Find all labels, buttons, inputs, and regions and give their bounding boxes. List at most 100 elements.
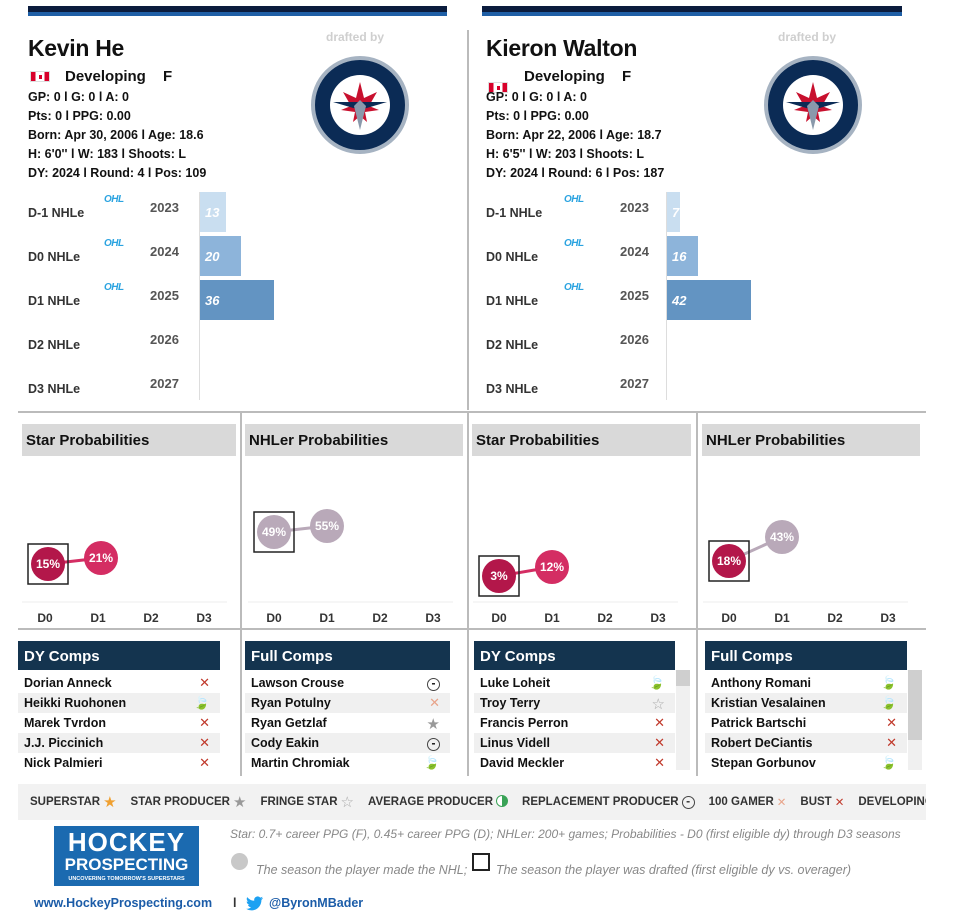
- full-comps-title: Full Comps: [245, 641, 450, 670]
- full-comps-table: Full Comps Anthony Romani 🍃 Kristian Vesal…: [705, 641, 907, 773]
- footer-note: The season the player was drafted (first…: [496, 863, 852, 877]
- bust-icon: ✕: [199, 755, 210, 770]
- star-producer-icon: ★: [426, 716, 440, 733]
- player-stats: GP: 0 l G: 0 l A: 0 Pts: 0 l PPG: 0.00 B…: [28, 88, 206, 183]
- nhle-row-year: 2026: [150, 332, 179, 347]
- divider: [467, 30, 469, 410]
- header-bar-left: [28, 6, 447, 16]
- divider: [18, 411, 926, 413]
- nhle-row-year: 2023: [620, 200, 649, 215]
- nhle-row-year: 2027: [620, 376, 649, 391]
- season-label: D2: [597, 611, 613, 625]
- comp-name: Francis Perron: [480, 716, 569, 730]
- stat-line: H: 6'5'' l W: 203 l Shoots: L: [486, 147, 645, 161]
- nhle-value: 20: [205, 248, 220, 264]
- draft-season-icon: [472, 853, 490, 871]
- website-link[interactable]: www.HockeyProspecting.com: [34, 896, 213, 910]
- nhle-bar: 13: [199, 192, 227, 232]
- comp-row[interactable]: Heikki Ruohonen 🍃: [18, 693, 220, 713]
- legend-item: AVERAGE PRODUCER: [368, 794, 509, 810]
- comp-row[interactable]: Francis Perron ✕: [474, 713, 675, 733]
- probability-label: 3%: [490, 569, 508, 583]
- comp-row[interactable]: Martin Chromiak 🍃: [245, 753, 450, 773]
- nhle-row-label: D3 NHLe: [486, 382, 539, 396]
- comp-row[interactable]: Ryan Getzlaf ★: [245, 713, 450, 733]
- nhl-season-icon: [231, 853, 248, 870]
- probability-label: 15%: [36, 557, 60, 571]
- nhle-row-year: 2025: [150, 288, 179, 303]
- comp-row[interactable]: Patrick Bartschi ✕: [705, 713, 907, 733]
- comp-row[interactable]: Lawson Crouse -: [245, 673, 450, 693]
- scrollbar[interactable]: [676, 670, 690, 770]
- axis-line: [666, 192, 667, 400]
- comp-row[interactable]: Troy Terry ☆: [474, 693, 675, 713]
- nhle-row-label: D2 NHLe: [28, 338, 81, 352]
- legend-label: SUPERSTAR: [30, 796, 101, 808]
- comp-name: Troy Terry: [480, 696, 541, 710]
- comp-row[interactable]: Kristian Vesalainen 🍃: [705, 693, 907, 713]
- stat-line: Pts: 0 l PPG: 0.00: [28, 109, 131, 123]
- bust-icon: ✕: [886, 735, 897, 750]
- comp-name: Nick Palmieri: [24, 756, 103, 770]
- comp-name: Ryan Getzlaf: [251, 716, 327, 730]
- ohl-league-icon: OHL: [104, 194, 124, 205]
- player-name: Kieron Walton: [486, 35, 638, 61]
- comp-row[interactable]: Linus Videll ✕: [474, 733, 675, 753]
- season-label: D3: [880, 611, 896, 625]
- draft-season-marker: [253, 511, 295, 553]
- developing-icon: 🍃: [193, 695, 210, 710]
- comp-name: Robert DeCiantis: [711, 736, 813, 750]
- player-status: Developing: [524, 68, 605, 85]
- average-producer-icon: [496, 794, 509, 810]
- probability-charts: 15% 21% D0 D1 D2 D3 49% 55% D0 D1 D2 D3 3% 12% D0 D1 D2 D…: [22, 509, 908, 625]
- stat-line: Born: Apr 30, 2006 l Age: 18.6: [28, 128, 204, 142]
- nhle-row-label: D-1 NHLe: [486, 206, 543, 220]
- stat-line: DY: 2024 l Round: 4 l Pos: 109: [28, 166, 207, 180]
- legend-label: REPLACEMENT PRODUCER: [522, 796, 679, 808]
- nhle-row-label: D1 NHLe: [486, 294, 539, 308]
- 100-gamer-icon: ✕: [429, 695, 440, 710]
- comp-row[interactable]: Luke Loheit 🍃: [474, 673, 675, 693]
- comp-row[interactable]: Dorian Anneck ✕: [18, 673, 220, 693]
- comp-name: Martin Chromiak: [251, 756, 350, 770]
- divider: [18, 628, 926, 630]
- stat-line: GP: 0 l G: 0 l A: 0: [28, 90, 129, 104]
- comp-row[interactable]: Marek Tvrdon ✕: [18, 713, 220, 733]
- comp-row[interactable]: Nick Palmieri ✕: [18, 753, 220, 773]
- nhle-row-year: 2027: [150, 376, 179, 391]
- nhle-row-label: D2 NHLe: [486, 338, 539, 352]
- footer-note: Star: 0.7+ career PPG (F), 0.45+ career …: [230, 827, 901, 841]
- comp-row[interactable]: David Meckler ✕: [474, 753, 675, 773]
- canada-flag-icon: [488, 82, 508, 93]
- scrollbar[interactable]: [908, 670, 922, 770]
- comp-name: Heikki Ruohonen: [24, 696, 127, 710]
- developing-icon: 🍃: [880, 755, 897, 770]
- comp-row[interactable]: Ryan Potulny ✕: [245, 693, 450, 713]
- full-comps-title: Full Comps: [705, 641, 907, 670]
- bust-icon: ✕: [654, 755, 665, 770]
- bust-icon: ✕: [654, 735, 665, 750]
- dy-comps-table: DY Comps Luke Loheit 🍃 Troy Terry ☆ Francis …: [474, 641, 675, 773]
- comp-row[interactable]: Robert DeCiantis ✕: [705, 733, 907, 753]
- probability-point: [84, 541, 118, 575]
- probability-point: [712, 544, 746, 578]
- fringe-star-icon: ☆: [340, 794, 354, 811]
- legend: SUPERSTAR ★ STAR PRODUCER ★ FRINGE STAR ☆ AVER…: [18, 784, 926, 820]
- nhle-bar: 20: [199, 236, 241, 276]
- player-position: F: [622, 68, 632, 85]
- comp-row[interactable]: Stepan Gorbunov 🍃: [705, 753, 907, 773]
- comp-row[interactable]: J.J. Piccinich ✕: [18, 733, 220, 753]
- full-comps-table: Full Comps Lawson Crouse - Ryan Potulny ✕ Ry…: [245, 641, 450, 773]
- season-label: D0: [266, 611, 282, 625]
- dy-comps-table: DY Comps Dorian Anneck ✕ Heikki Ruohonen 🍃 M…: [18, 641, 220, 773]
- drafted-by-label: drafted by: [326, 30, 385, 44]
- legend-label: DEVELOPING: [858, 796, 926, 808]
- footer-note: The season the player made the NHL;: [256, 863, 468, 877]
- season-label: D0: [721, 611, 737, 625]
- comp-row[interactable]: Anthony Romani 🍃: [705, 673, 907, 693]
- season-label: D0: [491, 611, 507, 625]
- 100-gamer-icon: ✕: [776, 797, 787, 809]
- twitter-handle-link[interactable]: @ByronMBader: [269, 896, 364, 910]
- nhler-probabilities-title: NHLer Probabilities: [245, 424, 463, 456]
- comp-row[interactable]: Cody Eakin -: [245, 733, 450, 753]
